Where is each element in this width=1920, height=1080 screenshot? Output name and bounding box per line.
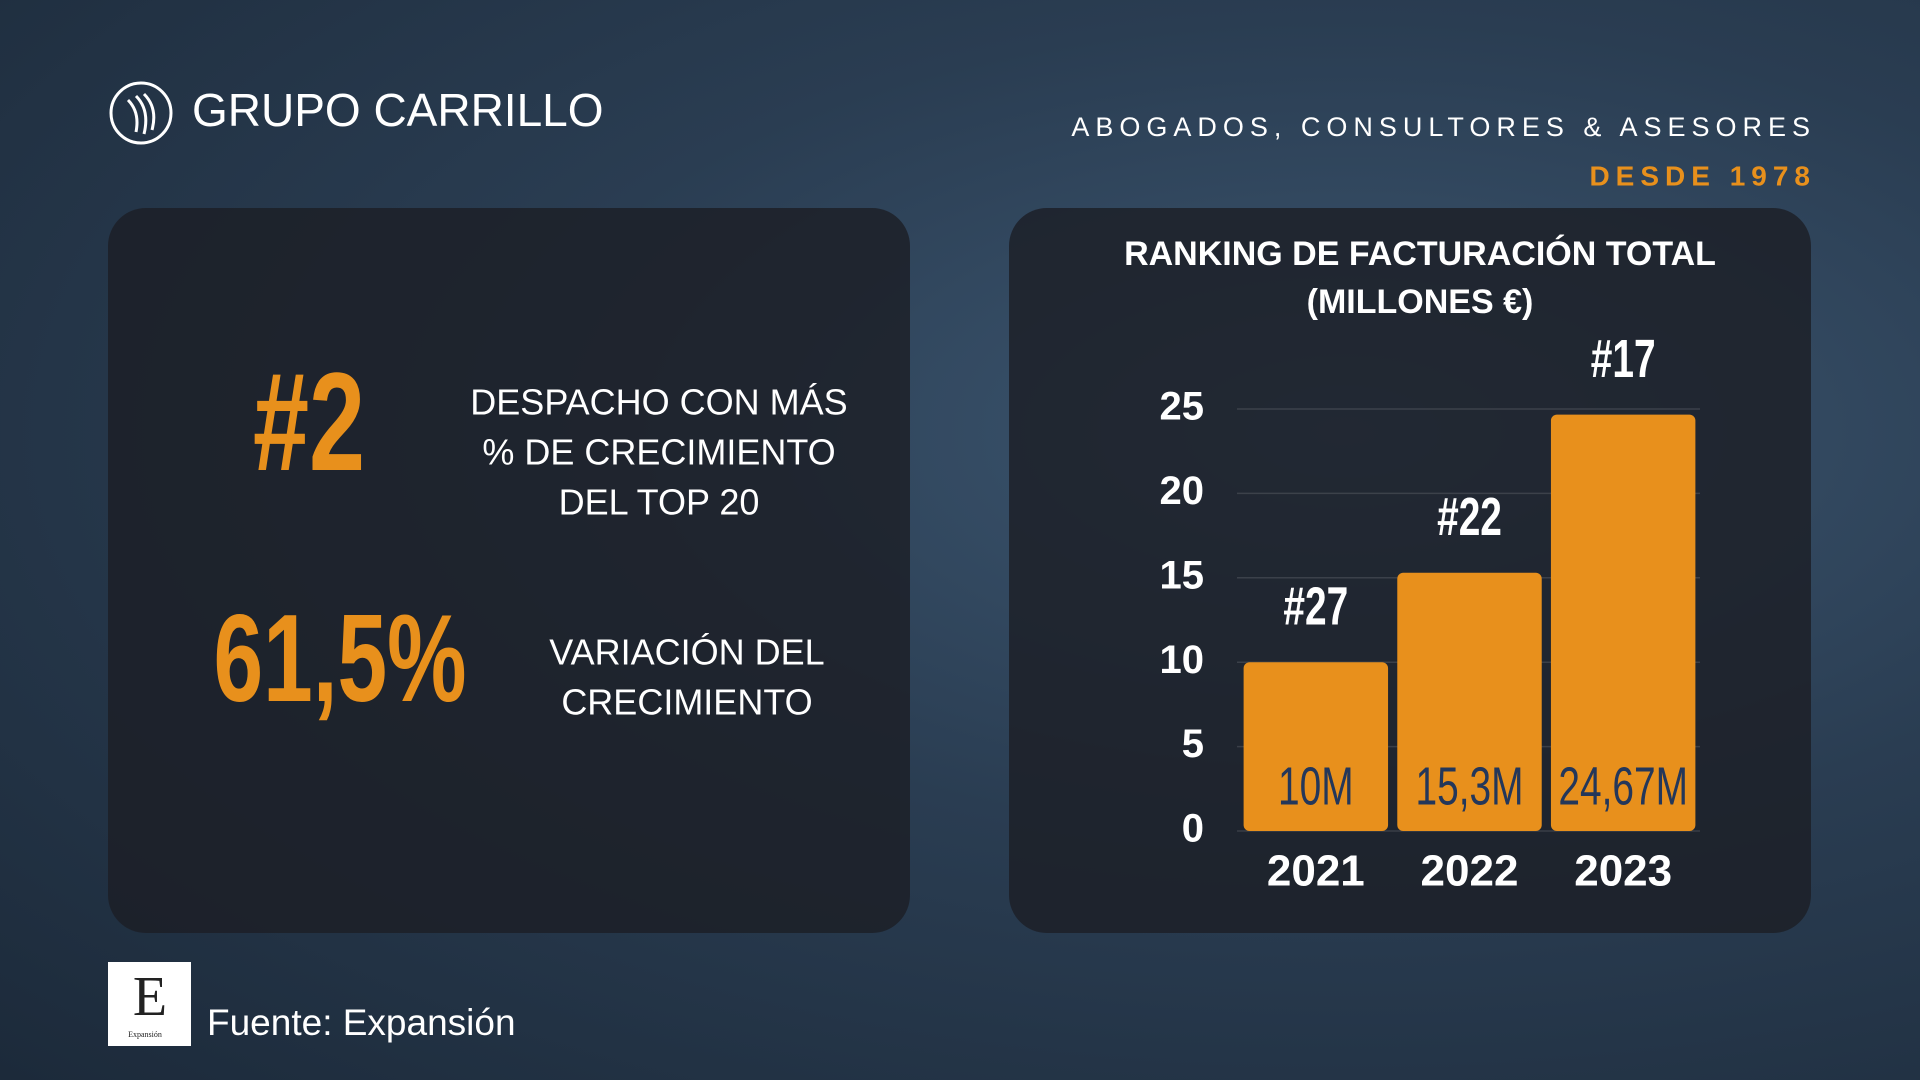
brand-name: GRUPO CARRILLO (192, 84, 604, 136)
stat-text: DEL TOP 20 (559, 482, 760, 523)
source: Fuente: Expansión (207, 1002, 516, 1043)
since: DESDE 1978 (1589, 160, 1816, 191)
rank-label: #27 (1283, 575, 1348, 636)
value-label: 24,67M (1558, 755, 1688, 816)
x-tick-label: 2021 (1267, 847, 1365, 896)
source-logo: E Expansión (108, 962, 191, 1046)
y-tick-label: 25 (1160, 385, 1205, 429)
stat-value: 61,5% (213, 588, 466, 727)
rank-label: #17 (1591, 327, 1656, 388)
value-label: 15,3M (1415, 755, 1523, 816)
stat-text: DESPACHO CON MÁS (470, 382, 847, 423)
stat-text: VARIACIÓN DEL (549, 632, 824, 673)
x-tick-label: 2022 (1421, 847, 1519, 896)
y-tick-label: 15 (1160, 553, 1205, 597)
x-tick-label: 2023 (1574, 847, 1672, 896)
chart-title: RANKING DE FACTURACIÓN TOTAL (MILLONES €… (1124, 235, 1716, 321)
y-tick-label: 20 (1160, 469, 1205, 513)
logo-letter: E (133, 966, 167, 1028)
bar (1550, 414, 1696, 831)
value-label: 10M (1278, 755, 1354, 816)
y-tick-label: 0 (1182, 807, 1204, 851)
y-tick-label: 10 (1160, 638, 1205, 682)
y-tick-label: 5 (1182, 722, 1204, 766)
bar (1243, 662, 1389, 831)
logo-caption: Expansión (128, 1030, 162, 1039)
stat-value: #2 (253, 344, 365, 500)
tagline: ABOGADOS, CONSULTORES & ASESORES (1071, 112, 1816, 142)
stat-text: % DE CRECIMIENTO (482, 432, 835, 473)
brand-logo (109, 81, 173, 145)
rank-label: #22 (1437, 486, 1502, 547)
stats-panel (108, 208, 910, 933)
stat-text: CRECIMIENTO (561, 682, 812, 723)
bar (1397, 572, 1542, 831)
